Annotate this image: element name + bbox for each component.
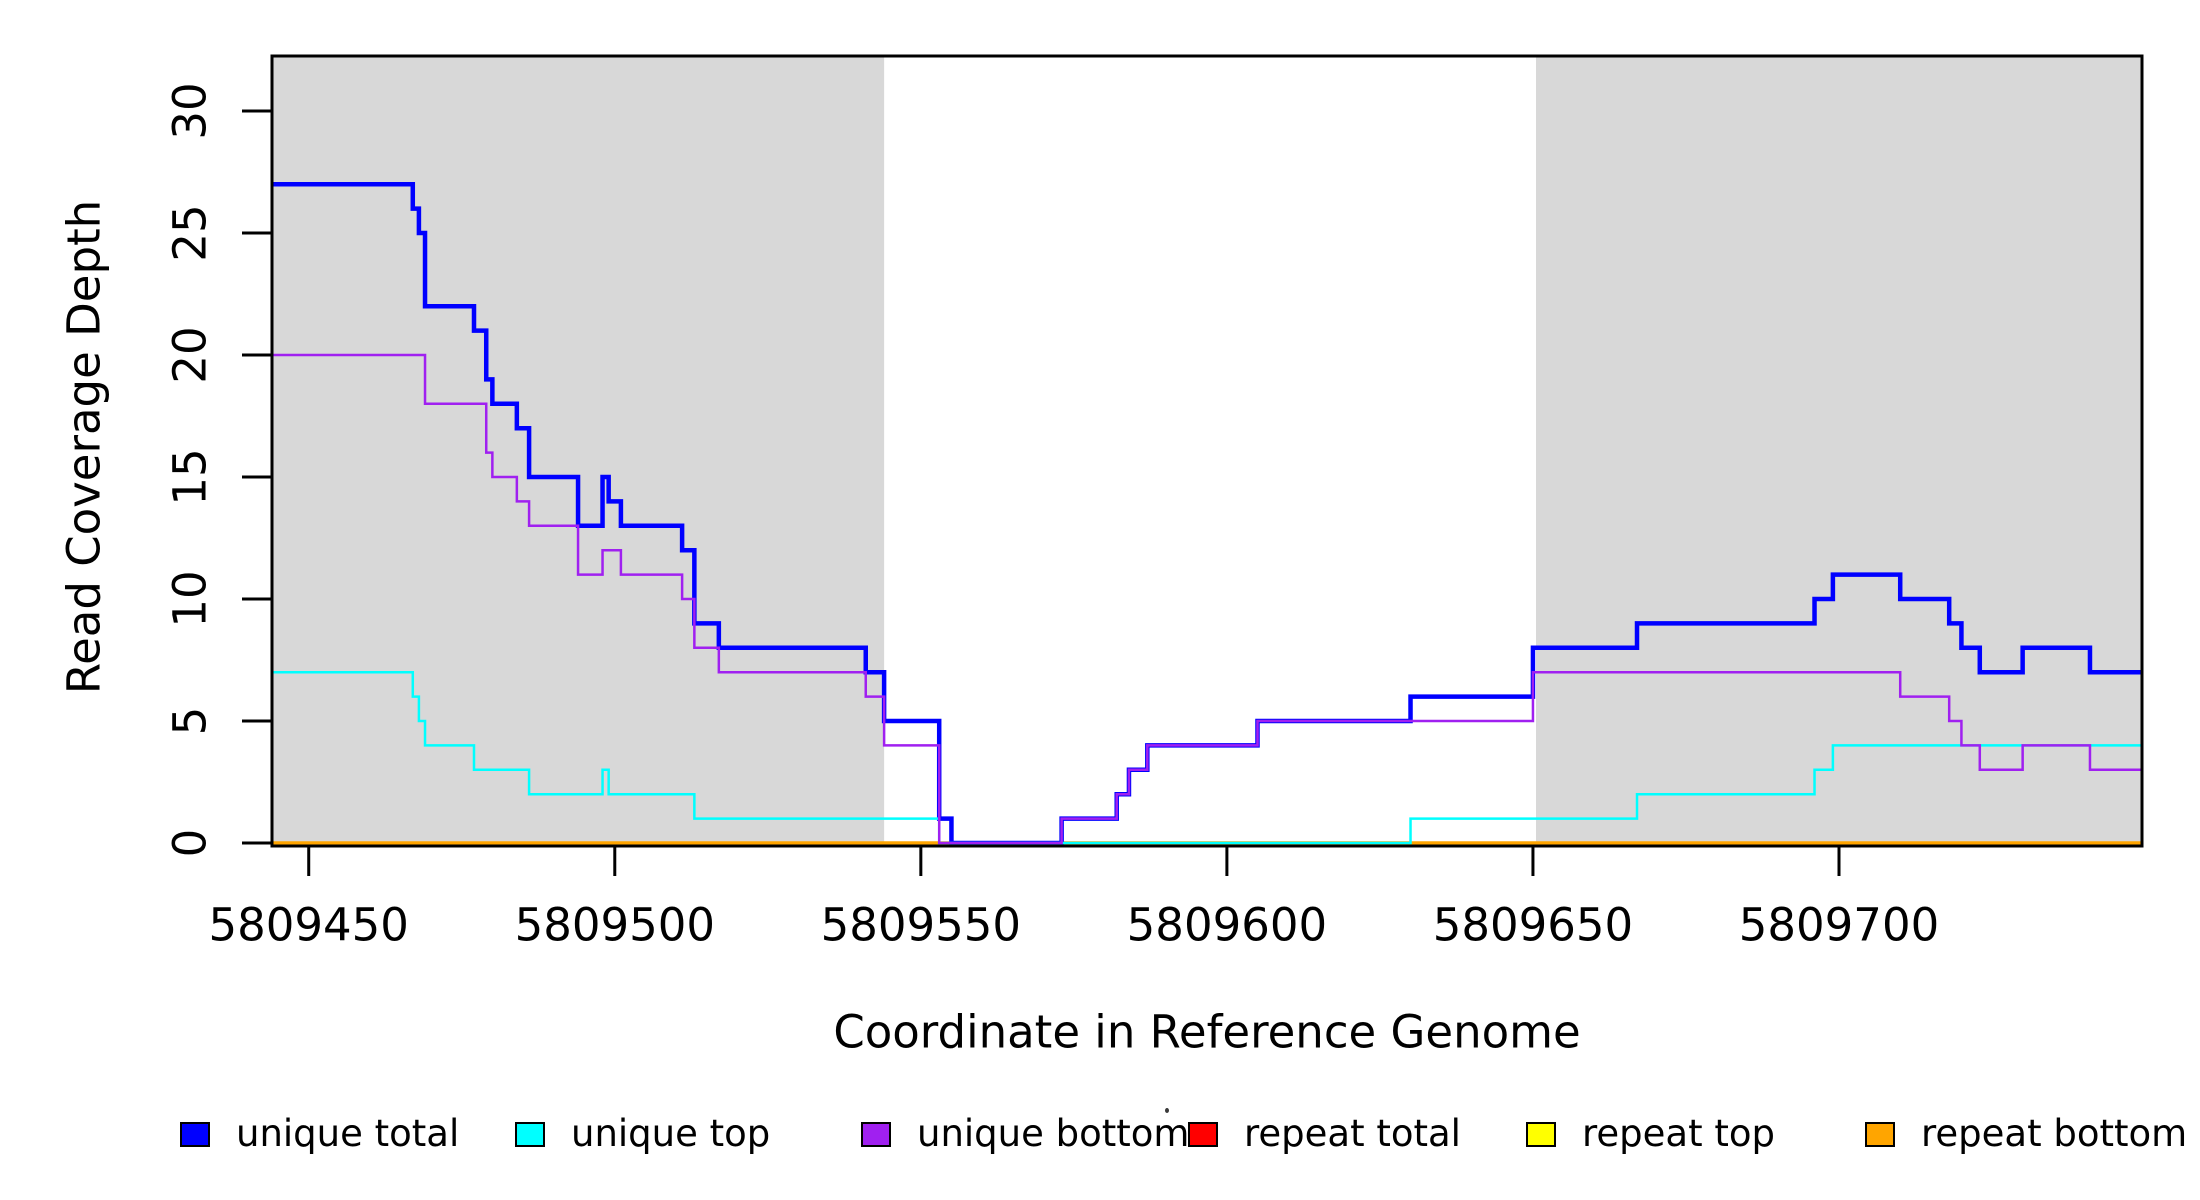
x-tick-label: 5809600 xyxy=(1126,898,1328,952)
legend-entry-unique-bottom: unique bottom xyxy=(861,1112,1190,1155)
repeat-region-band xyxy=(272,56,885,846)
repeat-total-swatch xyxy=(1188,1121,1218,1147)
legend-entry-unique-top: unique top xyxy=(515,1112,771,1155)
repeat-bottom-swatch xyxy=(1865,1121,1895,1147)
legend-label: repeat total xyxy=(1244,1112,1461,1155)
series-line-unique-bottom xyxy=(272,353,2142,845)
x-axis-title: Coordinate in Reference Genome xyxy=(833,1005,1581,1059)
unique-total-swatch xyxy=(180,1121,210,1147)
legend-label: repeat top xyxy=(1582,1112,1775,1155)
y-tick-label: 0 xyxy=(163,828,217,858)
x-tick-label: 5809550 xyxy=(820,898,1022,952)
plot-border xyxy=(270,54,2144,848)
y-tick-label: 10 xyxy=(163,570,217,628)
artifact-dot xyxy=(1165,1108,1169,1113)
legend-entry-repeat-total: repeat total xyxy=(1188,1112,1461,1155)
unique-top-swatch xyxy=(515,1121,545,1147)
legend-label: repeat bottom xyxy=(1921,1112,2188,1155)
legend-label: unique bottom xyxy=(917,1112,1190,1155)
legend-entry-repeat-top: repeat top xyxy=(1526,1112,1775,1155)
y-tick-label: 5 xyxy=(163,706,217,736)
repeat-top-swatch xyxy=(1526,1121,1556,1147)
y-tick-label: 30 xyxy=(163,82,217,140)
x-tick-label: 5809700 xyxy=(1738,898,1940,952)
y-tick-label: 15 xyxy=(163,448,217,506)
repeat-region-band xyxy=(1536,56,2142,846)
legend-entry-repeat-bottom: repeat bottom xyxy=(1865,1112,2188,1155)
legend-label: unique total xyxy=(236,1112,460,1155)
x-tick-label: 5809450 xyxy=(208,898,409,952)
x-tick-label: 5809650 xyxy=(1432,898,1634,952)
y-axis-title: Read Coverage Depth xyxy=(57,199,111,695)
legend-label: unique top xyxy=(571,1112,771,1155)
unique-bottom-swatch xyxy=(861,1121,891,1147)
legend-entry-unique-total: unique total xyxy=(180,1112,460,1155)
y-tick-label: 20 xyxy=(163,326,217,384)
x-tick-label: 5809500 xyxy=(514,898,715,952)
series-line-unique-top xyxy=(272,670,2142,845)
y-tick-label: 25 xyxy=(163,204,217,262)
